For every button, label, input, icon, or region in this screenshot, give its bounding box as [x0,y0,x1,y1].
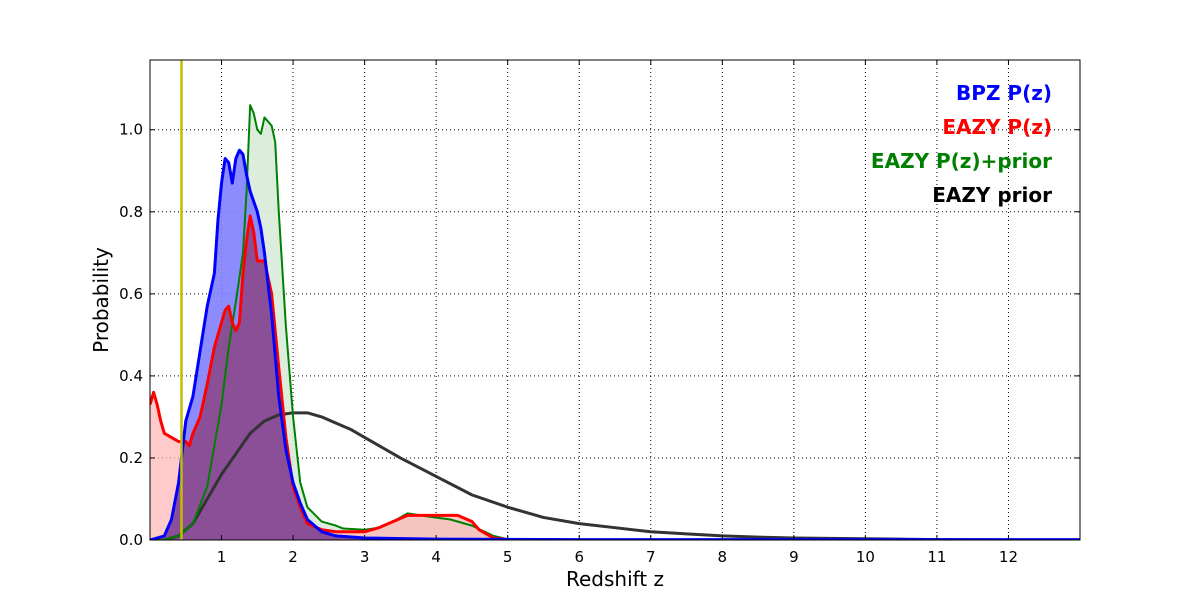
series-fills [150,105,1080,540]
y-tick-label: 0.0 [119,531,143,549]
legend-entry-eazy-prior: EAZY prior [932,183,1052,207]
eazy-pz-line [150,214,1080,540]
x-axis-label: Redshift z [566,567,664,591]
y-tick-label: 0.2 [119,449,143,467]
x-tick-label: 2 [288,548,298,566]
x-tick-label: 9 [789,548,799,566]
y-tick-label: 0.6 [119,285,143,303]
x-tick-label: 11 [927,548,946,566]
x-tick-label: 3 [360,548,370,566]
x-tick-label: 1 [217,548,227,566]
x-tick-label: 4 [431,548,441,566]
x-tick-label: 6 [574,548,584,566]
x-tick-labels: 1 2 3 4 5 6 7 8 9 10 11 12 [217,548,1018,566]
x-tick-label: 5 [503,548,513,566]
legend: BPZ P(z) EAZY P(z) EAZY P(z)+prior EAZY pri… [871,81,1052,207]
legend-entry-eazy-pz-prior: EAZY P(z)+prior [871,149,1052,173]
overlap-fill [150,215,1080,540]
x-tick-label: 12 [999,548,1018,566]
bpz-pz-line [150,148,1080,540]
y-tick-labels: 0.0 0.2 0.4 0.6 0.8 1.0 [119,121,143,549]
y-tick-label: 0.4 [119,367,143,385]
series-lines [150,104,1080,540]
plot-frame [149,59,1081,541]
grid [150,60,1080,540]
eazy-prior-line [163,411,1009,540]
y-tick-label: 0.8 [119,203,143,221]
axis-ticks [150,60,1080,541]
x-tick-label: 8 [718,548,728,566]
y-tick-label: 1.0 [119,121,143,139]
eazy-pz-prior-line [150,104,1080,540]
x-tick-label: 10 [856,548,875,566]
legend-entry-bpz-pz: BPZ P(z) [956,81,1052,105]
x-tick-label: 7 [646,548,656,566]
y-axis-label: Probability [89,247,113,353]
legend-entry-eazy-pz: EAZY P(z) [942,115,1052,139]
